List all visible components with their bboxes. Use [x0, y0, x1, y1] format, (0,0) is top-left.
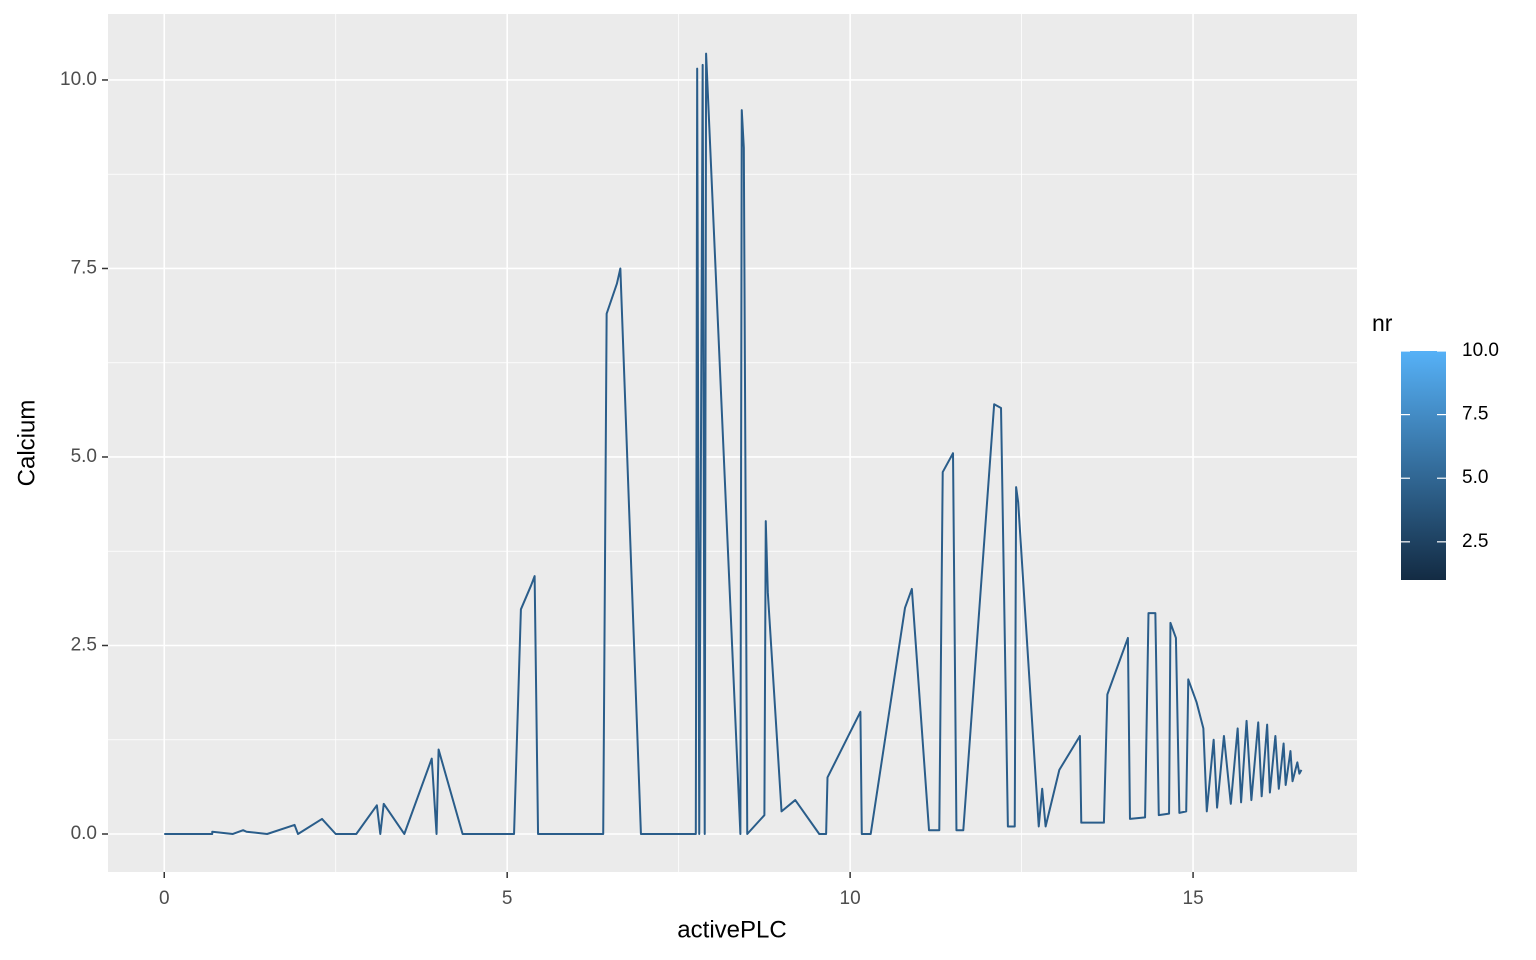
legend-label: 10.0 [1462, 340, 1499, 361]
x-tick-label: 10 [840, 888, 861, 909]
data-line [164, 52, 1303, 835]
color-bar [1401, 351, 1446, 580]
x-tick-label: 15 [1183, 888, 1204, 909]
y-tick-label: 2.5 [71, 635, 97, 656]
y-tick-label: 5.0 [71, 446, 97, 467]
panel [108, 14, 1357, 872]
y-axis-title: Calcium [13, 400, 40, 487]
legend-title: nr [1372, 310, 1393, 336]
x-axis-title: activePLC [677, 916, 786, 943]
legend-label: 2.5 [1462, 531, 1488, 552]
y-tick-label: 0.0 [71, 823, 97, 844]
x-tick-label: 0 [159, 888, 170, 909]
y-tick-label: 7.5 [71, 257, 97, 278]
x-tick-label: 5 [502, 888, 513, 909]
legend-label: 7.5 [1462, 404, 1488, 425]
y-tick-label: 10.0 [60, 69, 97, 90]
legend-label: 5.0 [1462, 467, 1488, 488]
